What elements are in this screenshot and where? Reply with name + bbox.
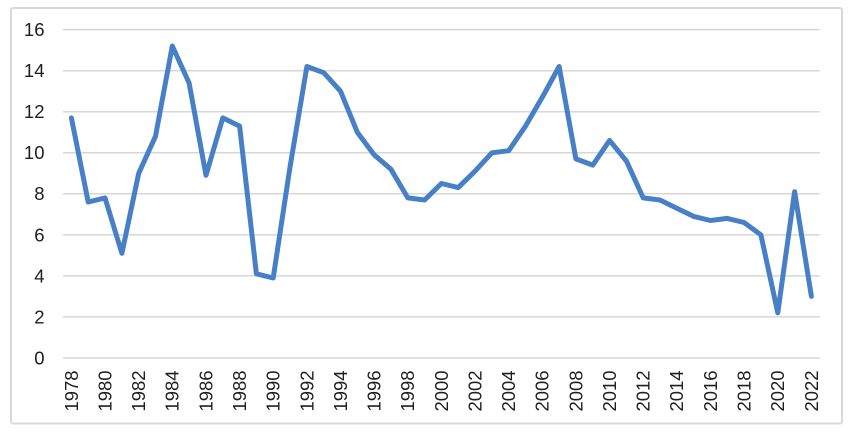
svg-text:0: 0 bbox=[34, 347, 44, 368]
svg-text:1982: 1982 bbox=[128, 370, 149, 411]
svg-text:2002: 2002 bbox=[464, 370, 485, 411]
svg-text:2014: 2014 bbox=[666, 370, 687, 411]
svg-text:10: 10 bbox=[24, 142, 45, 163]
svg-text:2008: 2008 bbox=[565, 370, 586, 411]
svg-text:1998: 1998 bbox=[397, 370, 418, 411]
svg-text:2018: 2018 bbox=[734, 370, 755, 411]
svg-text:14: 14 bbox=[24, 60, 45, 81]
svg-text:4: 4 bbox=[34, 265, 44, 286]
svg-text:1986: 1986 bbox=[195, 370, 216, 411]
svg-text:2006: 2006 bbox=[532, 370, 553, 411]
svg-text:2000: 2000 bbox=[431, 370, 452, 411]
svg-text:2010: 2010 bbox=[599, 370, 620, 411]
svg-text:1996: 1996 bbox=[364, 370, 385, 411]
svg-text:1978: 1978 bbox=[61, 370, 82, 411]
svg-text:6: 6 bbox=[34, 224, 44, 245]
svg-text:1992: 1992 bbox=[296, 370, 317, 411]
svg-text:2: 2 bbox=[34, 306, 44, 327]
svg-text:2020: 2020 bbox=[767, 370, 788, 411]
svg-text:1980: 1980 bbox=[94, 370, 115, 411]
svg-text:2004: 2004 bbox=[498, 370, 519, 411]
svg-text:1994: 1994 bbox=[330, 370, 351, 411]
svg-text:2022: 2022 bbox=[801, 370, 822, 411]
svg-text:1988: 1988 bbox=[229, 370, 250, 411]
svg-text:16: 16 bbox=[24, 19, 45, 40]
svg-text:1984: 1984 bbox=[162, 370, 183, 411]
svg-text:1990: 1990 bbox=[263, 370, 284, 411]
svg-text:2012: 2012 bbox=[633, 370, 654, 411]
svg-text:2016: 2016 bbox=[700, 370, 721, 411]
svg-text:8: 8 bbox=[34, 183, 44, 204]
svg-text:12: 12 bbox=[24, 101, 45, 122]
